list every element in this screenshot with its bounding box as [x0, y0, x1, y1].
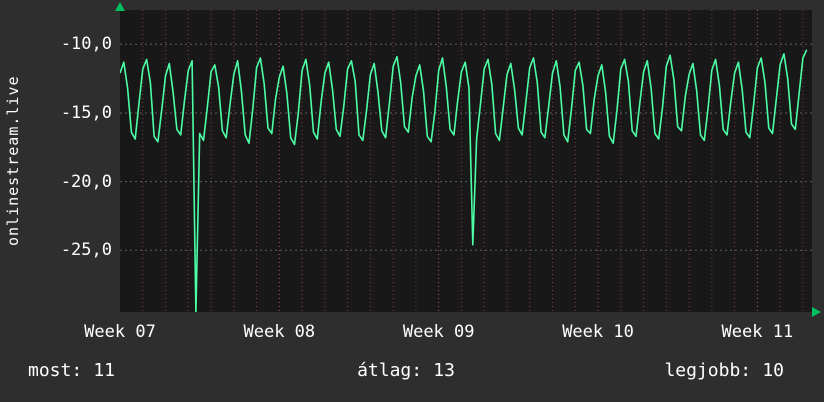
y-axis-arrow-up-icon: [115, 2, 125, 11]
stat-legjobb-label: legjobb:: [664, 360, 752, 381]
x-tick-label: Week 08: [243, 322, 316, 342]
stats-row: most: 11 átlag: 13 legjobb: 10: [0, 360, 824, 382]
x-tick-label: Week 07: [84, 322, 156, 342]
y-tick-label: -25,0: [60, 240, 112, 261]
line-chart-canvas: [120, 10, 812, 312]
y-tick-label: -20,0: [60, 171, 112, 192]
plot-area: [120, 10, 812, 312]
stat-legjobb-value: 10: [762, 360, 784, 381]
y-tick-label: -10,0: [60, 34, 112, 55]
stat-most: most: 11: [28, 360, 280, 382]
data-series-line: [120, 49, 808, 312]
stat-legjobb: legjobb: 10: [532, 360, 784, 382]
x-tick-label: Week 09: [402, 322, 475, 342]
chart-vertical-title: onlinestream.live: [4, 75, 22, 247]
stat-most-value: 11: [93, 360, 116, 381]
stat-atlag-label: átlag:: [357, 360, 423, 381]
stat-most-label: most:: [28, 360, 83, 381]
stat-atlag: átlag: 13: [280, 360, 532, 382]
x-tick-label: Week 11: [721, 322, 794, 342]
y-tick-label: -15,0: [60, 102, 112, 123]
x-tick-label: Week 10: [562, 322, 634, 342]
stat-atlag-value: 13: [433, 360, 455, 381]
x-axis-arrow-right-icon: [812, 307, 821, 317]
